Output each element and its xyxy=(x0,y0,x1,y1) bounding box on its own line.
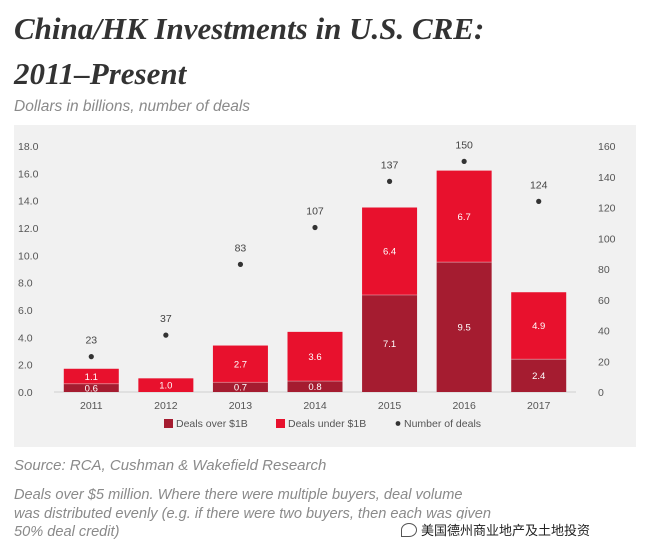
bar-over-1b xyxy=(436,262,492,392)
bar-under-1b xyxy=(436,170,492,263)
deal-count-label: 137 xyxy=(381,159,399,171)
y-left-tick-label: 4.0 xyxy=(18,332,33,344)
x-tick-label: 2013 xyxy=(229,400,253,412)
y-right-tick-label: 20 xyxy=(598,356,610,368)
y-right-tick-label: 100 xyxy=(598,233,616,245)
bar-over-1b-label: 2.4 xyxy=(532,371,545,382)
footnote: Deals over $5 million. Where there were … xyxy=(14,486,634,542)
deal-count-label: 150 xyxy=(455,139,473,151)
deal-count-label: 37 xyxy=(160,313,172,325)
deal-count-dot xyxy=(237,261,244,267)
stacked-bar-chart: 0.0 2.0 4.0 6.0 8.0 10.0 12.0 14.0 16.0 18.0 0 20 40… xyxy=(18,139,616,430)
chart-title: China/HK Investments in U.S. CRE: 2011–P… xyxy=(14,6,634,96)
footnote-line-2: was distributed evenly (e.g. if there we… xyxy=(14,505,491,522)
x-tick-label: 2014 xyxy=(303,400,327,412)
deal-count-label: 83 xyxy=(235,242,247,254)
title-line-1: China/HK Investments in U.S. CRE: xyxy=(14,11,485,46)
bar-over-1b xyxy=(63,383,119,392)
legend-label: Number of deals xyxy=(404,418,481,430)
y-right-tick-label: 40 xyxy=(598,326,610,338)
deal-count-dot xyxy=(536,198,542,204)
bar-under-1b-label: 6.7 xyxy=(458,212,471,223)
bar-over-1b-label: 7.1 xyxy=(383,339,396,350)
chart-subtitle: Dollars in billions, number of deals xyxy=(14,98,251,115)
y-right-tick-label: 60 xyxy=(598,295,610,307)
bar-under-1b-label: 3.6 xyxy=(308,352,321,363)
deal-count-label: 124 xyxy=(530,179,548,191)
bar-over-1b xyxy=(212,382,268,392)
y-right-tick-label: 0 xyxy=(598,387,604,399)
legend-swatch-over-1b xyxy=(164,419,173,428)
title-line-2: 2011–Present xyxy=(14,56,187,91)
watermark: 美国德州商业地产及土地投资 xyxy=(398,519,594,540)
y-right-tick-label: 140 xyxy=(598,172,616,184)
bar-under-1b-label: 4.9 xyxy=(532,321,545,332)
y-left-tick-label: 2.0 xyxy=(18,360,33,372)
y-left-tick-label: 10.0 xyxy=(18,250,39,262)
bar-under-1b xyxy=(138,378,194,392)
bar-under-1b xyxy=(511,292,567,360)
deal-count-dot xyxy=(312,224,318,231)
y-right-tick-label: 120 xyxy=(598,203,616,215)
bar-under-1b xyxy=(362,207,418,295)
y-left-tick-label: 6.0 xyxy=(18,305,33,317)
legend-label: Deals over $1B xyxy=(176,418,248,430)
bar-over-1b-label: 9.5 xyxy=(458,323,471,334)
deal-count-dot xyxy=(461,158,467,164)
y-left-tick-label: 8.0 xyxy=(18,278,33,290)
bar-under-1b-label: 6.4 xyxy=(383,247,396,258)
footnote-line-3: 50% deal credit) xyxy=(14,524,120,540)
chart-panel: 0.0 2.0 4.0 6.0 8.0 10.0 12.0 14.0 16.0 18.0 0 20 40… xyxy=(14,125,636,447)
legend-swatch-under-1b xyxy=(276,419,285,428)
bar-under-1b xyxy=(287,331,343,382)
deal-count-dot xyxy=(163,332,169,338)
bar-under-1b xyxy=(212,345,268,383)
y-right-tick-label: 160 xyxy=(598,141,616,153)
watermark-text: 美国德州商业地产及土地投资 xyxy=(421,523,591,538)
y-right-tick-label: 80 xyxy=(598,264,610,276)
bar-under-1b xyxy=(63,368,119,384)
bar-over-1b-label: 0.8 xyxy=(308,382,321,393)
bar-under-1b-label: 1.0 xyxy=(159,381,172,392)
bar-over-1b xyxy=(511,359,567,392)
y-left-tick-label: 18.0 xyxy=(18,141,39,153)
chat-bubble-icon xyxy=(401,523,417,537)
bar-under-1b-label: 2.7 xyxy=(234,359,247,370)
y-left-tick-label: 16.0 xyxy=(18,168,39,180)
source-note: Source: RCA, Cushman & Wakefield Researc… xyxy=(14,457,327,474)
x-tick-label: 2011 xyxy=(80,400,103,412)
deal-count-label: 107 xyxy=(306,205,324,217)
y-left-tick-label: 12.0 xyxy=(18,223,39,235)
bar-over-1b-label: 0.6 xyxy=(85,383,98,394)
deal-count-dot xyxy=(88,354,94,360)
x-tick-label: 2016 xyxy=(452,400,476,412)
bar-over-1b-label: 0.7 xyxy=(234,383,247,394)
legend-label: Deals under $1B xyxy=(288,418,366,430)
footnote-line-1: Deals over $5 million. Where there were … xyxy=(14,487,463,503)
bar-over-1b xyxy=(362,294,418,392)
x-tick-label: 2012 xyxy=(154,400,178,412)
legend-dot-deals xyxy=(395,421,401,426)
deal-count-label: 23 xyxy=(85,335,97,347)
bar-over-1b xyxy=(287,381,343,392)
y-left-tick-label: 14.0 xyxy=(18,196,39,208)
bar-under-1b-label: 1.1 xyxy=(85,372,98,383)
x-tick-label: 2017 xyxy=(527,400,551,412)
y-left-tick-label: 0.0 xyxy=(18,387,33,399)
deal-count-dot xyxy=(386,178,393,184)
x-tick-label: 2015 xyxy=(378,400,402,412)
